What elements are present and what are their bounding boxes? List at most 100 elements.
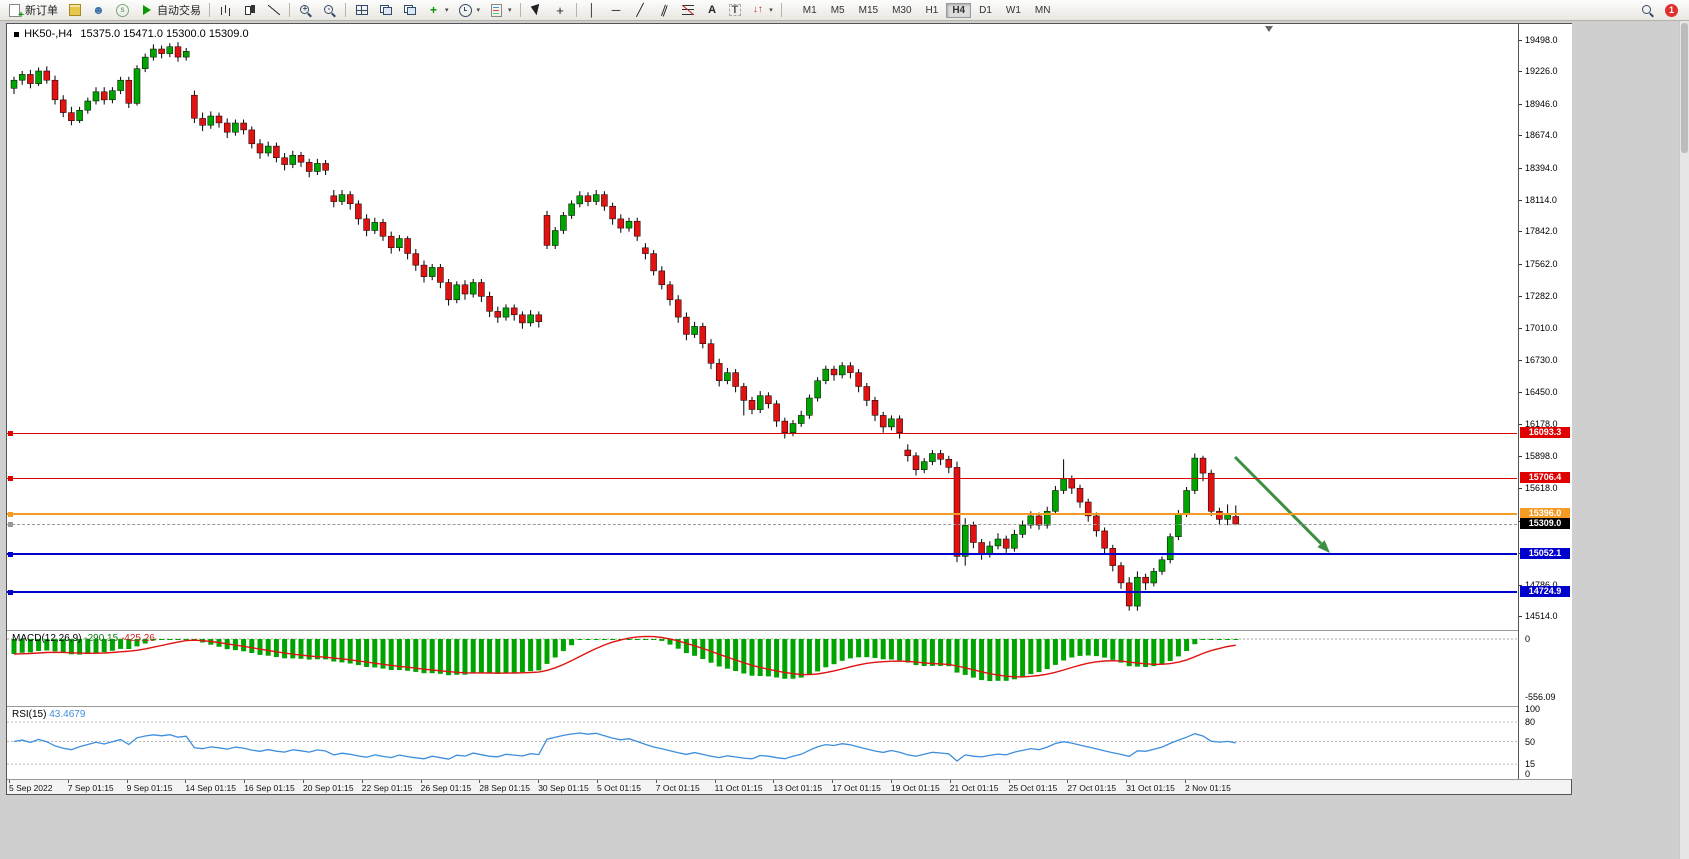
- line-handle[interactable]: [8, 551, 13, 557]
- price-axis-label: 16178.0: [1525, 418, 1558, 429]
- time-axis-tick: [773, 780, 775, 783]
- cascade-windows-button[interactable]: [398, 0, 421, 20]
- notification-badge[interactable]: 1: [1665, 3, 1678, 17]
- vertical-scrollbar: [1679, 21, 1689, 859]
- price-axis-label: 18114.0: [1525, 194, 1557, 205]
- crosshair-tool-button[interactable]: +: [549, 0, 572, 20]
- arrange-windows-button[interactable]: [374, 0, 397, 20]
- time-axis-tick: [714, 780, 716, 783]
- time-axis-label: 9 Sep 01:15: [126, 783, 173, 793]
- price-axis-tick: [1519, 488, 1522, 490]
- arrows-tool-button[interactable]: ↓↑ ▾: [746, 0, 777, 20]
- timeframe-h4[interactable]: H4: [946, 2, 972, 18]
- arrange-windows-icon: [378, 3, 393, 17]
- time-axis-label: 20 Sep 01:15: [303, 783, 354, 793]
- time-axis[interactable]: 5 Sep 2022 7 Sep 01:15 9 Sep 01:15 14 Sep 0…: [7, 779, 1571, 794]
- price-chart-canvas[interactable]: [7, 24, 1517, 630]
- cursor-tool-button[interactable]: [525, 0, 548, 20]
- time-axis-label: 5 Oct 01:15: [597, 783, 641, 793]
- rsi-label: RSI(15) 43.4679: [12, 709, 86, 720]
- timeframe-h1[interactable]: H1: [925, 4, 939, 16]
- time-axis-label: 5 Sep 2022: [9, 783, 53, 793]
- time-axis-tick: [479, 780, 481, 783]
- zoom-in-button[interactable]: +: [294, 0, 317, 20]
- price-axis-label: 18394.0: [1525, 162, 1558, 173]
- price-hline[interactable]: [7, 477, 1517, 479]
- macd-pane[interactable]: MACD(12,26,9) -290.15 -425.26: [7, 631, 1517, 706]
- timeframe-m15[interactable]: M15: [858, 4, 879, 16]
- bar-chart-icon: [218, 3, 233, 17]
- scrollbar-thumb[interactable]: [1681, 23, 1688, 153]
- market-watch-button[interactable]: [63, 0, 86, 20]
- line-chart-button[interactable]: [262, 0, 285, 20]
- crosshair-icon: +: [556, 2, 564, 18]
- time-axis-tick: [67, 780, 69, 783]
- autotrading-button[interactable]: 自动交易: [135, 0, 205, 20]
- line-handle[interactable]: [8, 476, 13, 482]
- macd-signal-line: [13, 635, 1236, 678]
- price-line-tag[interactable]: 15052.1: [1520, 547, 1570, 559]
- community-button[interactable]: s: [111, 0, 134, 20]
- time-axis-tick: [1008, 780, 1010, 783]
- fibonacci-icon: [681, 3, 696, 17]
- time-axis-tick: [9, 780, 10, 783]
- price-hline[interactable]: [7, 432, 1517, 434]
- new-order-button[interactable]: 新订单: [3, 0, 62, 21]
- current-price-tag[interactable]: 15309.0: [1520, 518, 1570, 530]
- down-arrow-annotation[interactable]: [1233, 455, 1330, 553]
- zoom-out-icon: -: [322, 3, 337, 17]
- timeframe-mn[interactable]: MN: [1034, 4, 1051, 16]
- zoom-out-button[interactable]: -: [318, 0, 341, 20]
- rsi-pane[interactable]: RSI(15) 43.4679: [7, 707, 1517, 778]
- main-chart-pane[interactable]: [7, 24, 1517, 630]
- price-axis-tick: [1519, 40, 1522, 41]
- templates-button[interactable]: ▾: [485, 0, 516, 20]
- text-tool-button[interactable]: A: [701, 0, 724, 20]
- line-handle[interactable]: [8, 512, 13, 518]
- line-handle[interactable]: [8, 431, 13, 437]
- price-hline[interactable]: [7, 523, 1517, 525]
- fibonacci-tool-button[interactable]: [677, 0, 700, 20]
- rsi-line: [13, 732, 1236, 762]
- tile-windows-button[interactable]: [350, 0, 373, 20]
- price-hline[interactable]: [7, 552, 1517, 555]
- price-hline[interactable]: [7, 590, 1517, 593]
- chart-symbol-label: HK50-,H4: [24, 28, 73, 40]
- template-icon: [489, 3, 504, 17]
- channel-tool-button[interactable]: ∥: [653, 0, 676, 20]
- time-axis-tick: [126, 780, 128, 783]
- toolbar-separator: [289, 3, 290, 17]
- line-handle[interactable]: [8, 522, 13, 528]
- indicator-axis-label: 80: [1525, 717, 1536, 727]
- arrows-icon: ↓↑: [752, 4, 763, 15]
- price-line-tag[interactable]: 15396.0: [1520, 508, 1570, 520]
- price-hline[interactable]: [7, 513, 1517, 516]
- trendline-tool-button[interactable]: ╱: [629, 0, 652, 20]
- search-icon[interactable]: [1640, 3, 1655, 17]
- timeframe-m5[interactable]: M5: [830, 4, 845, 16]
- time-axis-tick: [1126, 780, 1128, 783]
- horizontal-line-tool-button[interactable]: ─: [605, 0, 628, 20]
- timeframe-m30[interactable]: M30: [892, 4, 912, 16]
- price-axis-tick: [1519, 327, 1522, 329]
- time-axis-label: 7 Oct 01:15: [655, 783, 700, 793]
- label-tool-button[interactable]: T: [725, 0, 746, 20]
- navigator-button[interactable]: ☻: [87, 0, 110, 20]
- line-chart-icon: [266, 3, 281, 17]
- price-line-tag[interactable]: 14724.9: [1520, 585, 1570, 597]
- timeframe-d1[interactable]: D1: [979, 4, 992, 16]
- price-line-tag[interactable]: 15706.4: [1520, 472, 1570, 484]
- price-axis[interactable]: 16093.3 15706.4 15396.0 15309.0 15052.1 14724…: [1518, 24, 1572, 779]
- chart-window: HK50-,H4 15375.0 15471.0 15300.0 15309.0…: [6, 23, 1572, 795]
- pane-separator[interactable]: [7, 706, 1571, 707]
- timeframe-w1[interactable]: W1: [1005, 4, 1021, 16]
- bar-chart-button[interactable]: [214, 0, 237, 20]
- periods-button[interactable]: ▾: [454, 0, 485, 20]
- pane-separator[interactable]: [7, 630, 1571, 631]
- vertical-line-tool-button[interactable]: │: [581, 0, 604, 20]
- line-handle[interactable]: [8, 589, 13, 595]
- price-line-tag[interactable]: 16093.3: [1520, 427, 1570, 439]
- new-chart-button[interactable]: + ▾: [422, 0, 453, 20]
- timeframe-m1[interactable]: M1: [802, 4, 817, 16]
- candlestick-chart-button[interactable]: [238, 0, 261, 20]
